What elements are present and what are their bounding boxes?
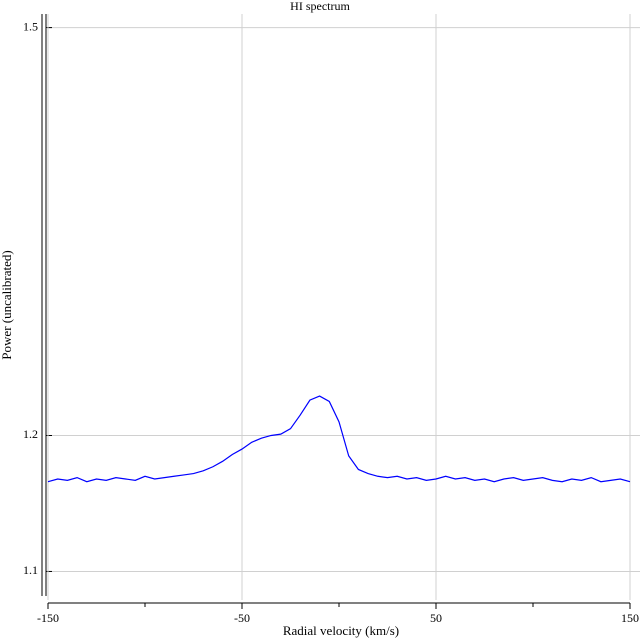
y-tick-label: 1.1 [23,563,38,577]
x-tick-label: 50 [430,611,442,625]
spectrum-line [47,395,631,483]
y-tick-label: 1.2 [23,427,38,441]
chart-title: HI spectrum [290,0,350,13]
x-tick-label: 150 [621,611,639,625]
x-tick-label: -150 [37,611,59,625]
x-tick-label: -50 [234,611,250,625]
y-tick-label: 1.5 [23,19,38,33]
y-axis-label: Power (uncalibrated) [0,250,14,359]
x-axis-label: Radial velocity (km/s) [283,623,399,638]
